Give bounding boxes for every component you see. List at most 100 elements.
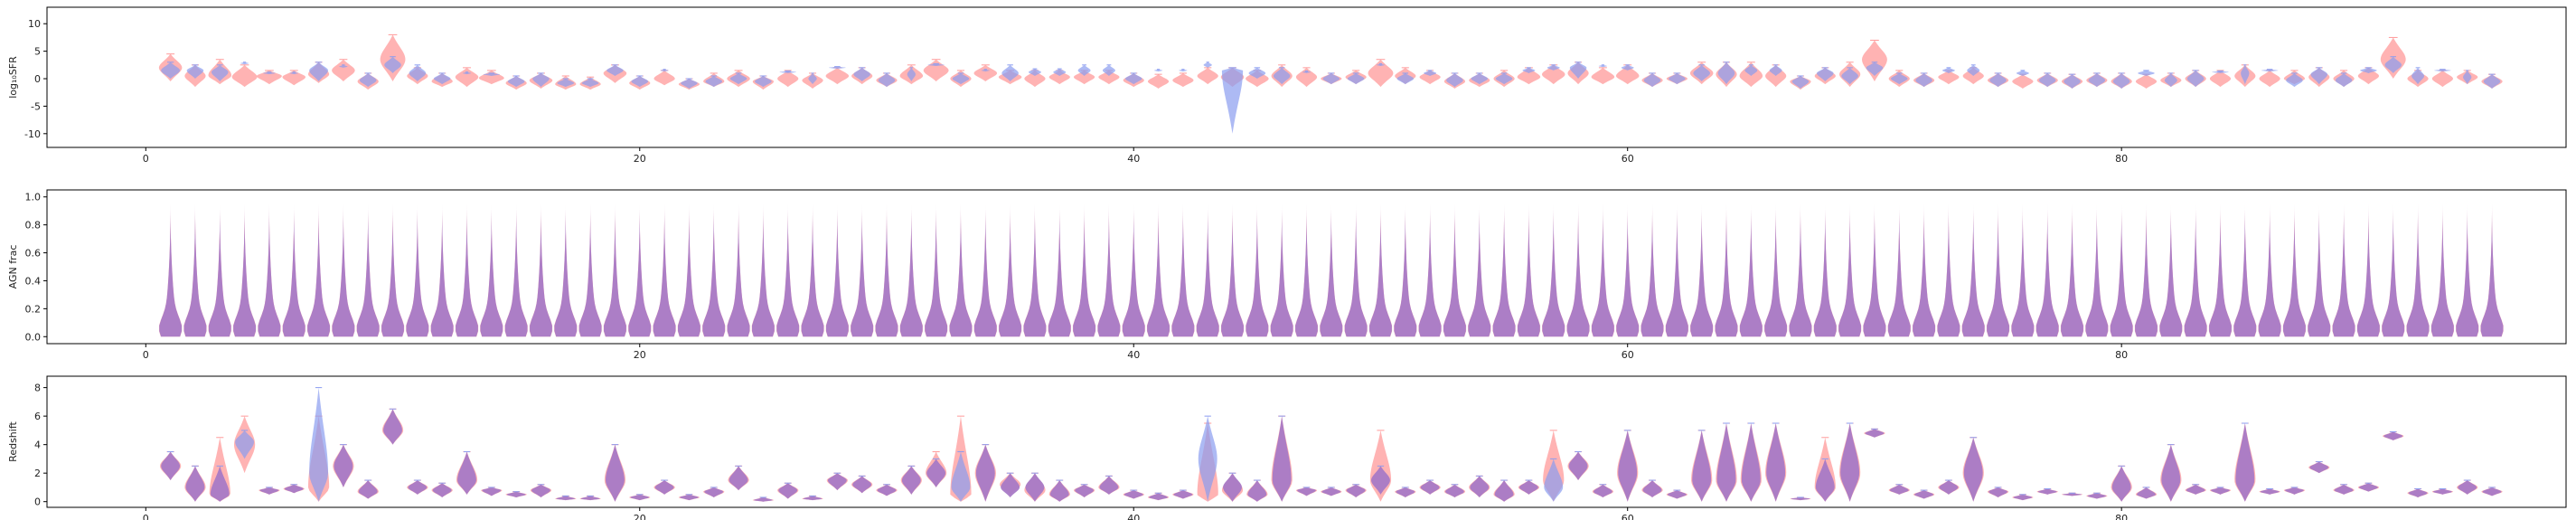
violin-blue <box>307 203 330 337</box>
violin-red <box>1197 67 1218 85</box>
violin-blue <box>1376 63 1386 67</box>
violin-blue <box>282 203 306 337</box>
violin-blue <box>975 444 995 502</box>
violin-blue <box>462 71 472 75</box>
violin-blue <box>2233 203 2257 337</box>
violin-blue <box>679 494 699 501</box>
violin-blue <box>334 444 353 487</box>
violin-blue <box>240 61 249 65</box>
violin-blue <box>1424 70 1437 76</box>
violin-blue <box>289 71 298 75</box>
violin-blue <box>1302 71 1312 73</box>
violin-blue <box>2434 69 2451 72</box>
x-tick-label: 60 <box>1622 349 1634 361</box>
violin-blue <box>681 79 698 89</box>
violin-red <box>1147 74 1170 89</box>
violin-blue <box>907 67 916 82</box>
violin-blue <box>1099 476 1119 495</box>
violin-blue <box>532 72 550 88</box>
violin-red <box>1591 67 1615 85</box>
violin-blue <box>2087 493 2107 499</box>
violin-blue <box>1715 203 1738 337</box>
violin-blue <box>1173 490 1193 499</box>
violin-red <box>2259 70 2280 88</box>
violin-blue <box>1569 61 1587 80</box>
violin-blue <box>1470 476 1490 497</box>
axes-frame <box>46 189 2567 345</box>
violin-blue <box>949 203 973 337</box>
violin-blue <box>1394 203 1417 337</box>
axes-frame <box>46 375 2567 508</box>
violin-blue <box>2286 72 2303 88</box>
violin-blue <box>1320 203 1343 337</box>
violin-blue <box>2456 203 2479 337</box>
violin-blue <box>1468 203 1491 337</box>
violin-blue <box>580 496 600 501</box>
violin-blue <box>1221 203 1244 337</box>
violin-blue <box>1346 484 1366 497</box>
y-tick-label: -10 <box>24 128 41 140</box>
violin-blue <box>1446 72 1463 88</box>
y-tick-label: 5 <box>34 46 41 58</box>
violin-blue <box>727 203 750 337</box>
violin-blue <box>901 466 921 495</box>
violin-red <box>777 70 799 88</box>
violin-blue <box>973 203 997 337</box>
violin-red <box>1172 72 1194 88</box>
x-tick-label: 0 <box>143 153 149 165</box>
violin-blue <box>383 409 402 445</box>
violin-blue <box>284 484 304 494</box>
violin-blue <box>1739 203 1763 337</box>
x-tick-label: 40 <box>1127 153 1140 165</box>
violin-blue <box>1815 459 1835 502</box>
violin-blue <box>1568 451 1588 481</box>
violin-blue <box>1618 430 1638 502</box>
violin-blue <box>1961 203 1985 337</box>
violin-blue <box>1025 473 1045 502</box>
violin-blue <box>1967 64 1980 76</box>
violin-blue <box>1863 203 1886 337</box>
violin-blue <box>1915 72 1932 88</box>
violin-blue <box>704 487 724 497</box>
violin-blue <box>1764 203 1788 337</box>
violin-blue <box>1693 64 1710 82</box>
violin-blue <box>2212 71 2229 73</box>
violin-red <box>2012 74 2034 89</box>
violin-blue <box>1542 203 1565 337</box>
violin-blue <box>851 203 874 337</box>
violin-blue <box>358 480 378 499</box>
violin-blue <box>258 203 281 337</box>
violin-blue <box>1643 72 1661 88</box>
violin-blue <box>878 72 896 88</box>
violin-red <box>1098 70 1120 85</box>
violin-blue <box>926 459 946 487</box>
violin-blue <box>1789 203 1812 337</box>
violin-blue <box>1494 480 1514 502</box>
violin-blue <box>1817 67 1834 82</box>
violin-blue <box>660 69 669 72</box>
violin-blue <box>2463 70 2472 85</box>
violin-blue <box>2332 203 2355 337</box>
violin-blue <box>1987 203 2009 337</box>
violin-blue <box>339 64 348 68</box>
violin-blue <box>262 71 276 75</box>
violin-red <box>231 64 258 88</box>
violin-blue <box>1988 487 2007 497</box>
violin-blue <box>1669 72 1686 85</box>
violin-blue <box>2357 203 2380 337</box>
violin-blue <box>1273 67 1291 85</box>
violin-blue <box>654 480 674 495</box>
violin-blue <box>2159 203 2183 337</box>
violin-blue <box>2211 487 2230 495</box>
violin-blue <box>1023 203 1047 337</box>
violin-blue <box>309 61 328 82</box>
violin-blue <box>530 203 552 337</box>
violin-blue <box>2016 70 2029 76</box>
plot-area <box>160 387 2503 502</box>
subplot-3: 0 20 40 60 80 0 2 4 6 8 Redshift <box>7 375 2567 520</box>
violin-blue <box>1049 480 1069 502</box>
y-tick-label: 0 <box>34 73 41 85</box>
violin-blue <box>210 466 230 502</box>
violin-blue <box>2285 487 2304 495</box>
violin-blue <box>1196 203 1219 337</box>
